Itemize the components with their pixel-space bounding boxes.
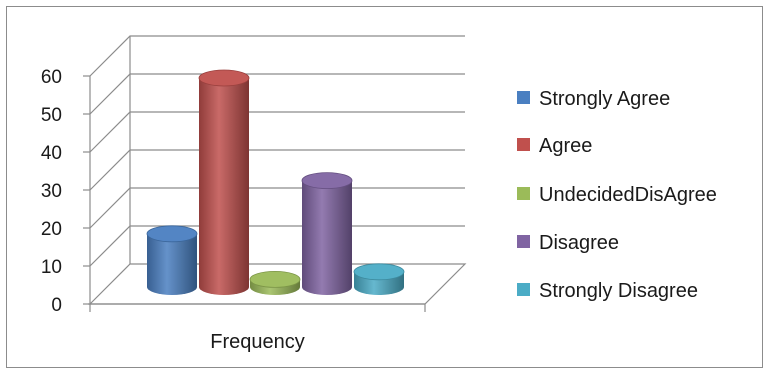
bar-agree [198,69,250,295]
legend: Strongly Agree Agree UndecidedDisAgree Disa… [517,88,717,302]
legend-swatch [517,187,530,200]
chart-frame [6,6,763,368]
bar-top [301,172,353,190]
legend-swatch [517,283,530,296]
legend-label: Agree [539,135,592,157]
legend-label: Strongly Disagree [539,280,698,302]
legend-item: Agree [517,135,592,157]
legend-label: Disagree [539,232,619,254]
gridline [89,149,465,191]
gridline [89,187,465,229]
y-axis-ticks: 0 10 20 30 40 50 60 [41,67,90,316]
legend-item: Strongly Disagree [517,280,698,302]
bar-body [199,78,249,295]
y-tick-label: 50 [41,105,62,126]
gridline [89,225,465,267]
bar-strongly-agree [146,225,198,295]
bars [146,69,405,295]
gridline [89,111,465,153]
bar-top [198,69,250,87]
x-category-label: Frequency [210,331,305,353]
bar-top [353,263,405,281]
bar-top [146,225,198,243]
legend-label: UndecidedDisAgree [539,184,717,206]
gridline [89,35,465,77]
legend-item: UndecidedDisAgree [517,184,717,206]
bar-disagree [301,172,353,295]
gridline [89,73,465,115]
y-tick-label: 0 [51,295,62,316]
legend-swatch [517,138,530,151]
legend-label: Strongly Agree [539,88,670,110]
y-tick-label: 30 [41,181,62,202]
bar-body [302,180,352,295]
y-tick-label: 20 [41,219,62,240]
legend-item: Strongly Agree [517,88,670,110]
bar-body [147,233,197,295]
legend-item: Disagree [517,232,619,254]
y-tick-label: 10 [41,257,62,278]
bar-strongly-disagree [353,263,405,295]
legend-swatch [517,235,530,248]
legend-swatch [517,91,530,104]
y-tick-label: 40 [41,143,62,164]
bar-top [249,270,301,288]
gridlines [89,35,465,267]
y-tick-label: 60 [41,67,62,88]
bar-undecideddisagree [249,270,301,295]
x-axis-categories: Frequency [210,331,305,353]
